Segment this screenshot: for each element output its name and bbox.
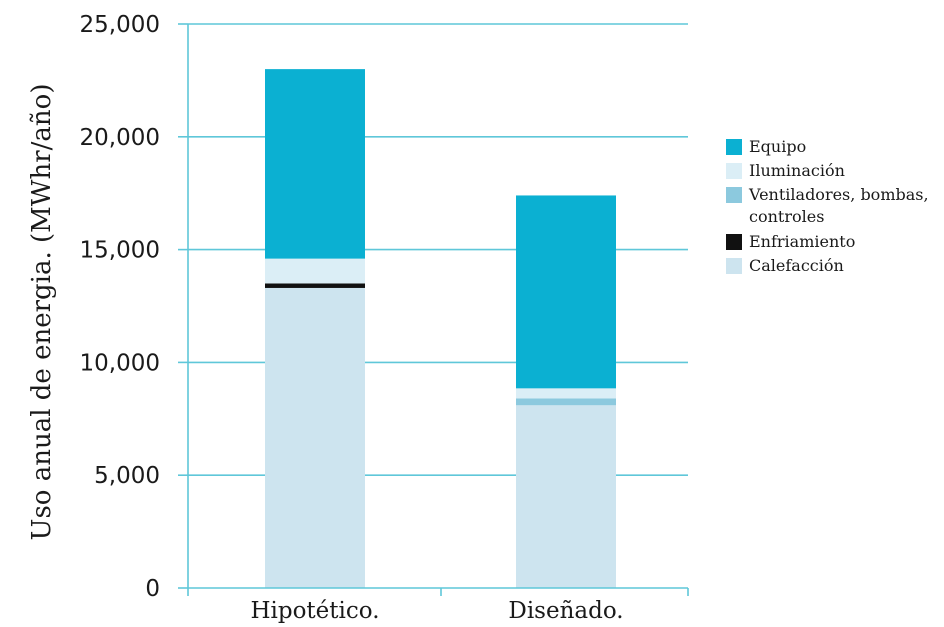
bar-segment-calefacción: [516, 405, 616, 588]
bars: [265, 69, 616, 588]
bar-segment-enfriamiento: [265, 283, 365, 288]
y-tick-label: 10,000: [80, 350, 160, 376]
legend-swatch: [726, 187, 742, 203]
y-tick-label: 15,000: [80, 238, 160, 264]
bar-segment-calefacción: [265, 287, 365, 588]
x-tick-labels: Hipotético. Diseñado.: [250, 598, 623, 624]
x-tick-label: Hipotético.: [250, 598, 379, 624]
y-axis-title: Uso anual de energia. (MWhr/año): [27, 84, 57, 541]
legend-label-continued: controles: [749, 207, 824, 226]
legend-label: Enfriamiento: [749, 232, 855, 251]
bar-segment-iluminación: [265, 258, 365, 284]
y-tick-labels: 0 5,000 10,000 15,000 20,000 25,000: [80, 12, 160, 602]
bar-segment-ventiladores-bombas-controles: [516, 398, 616, 406]
legend: Equipo Iluminación Ventiladores, bombas, co…: [726, 137, 929, 275]
legend-label: Calefacción: [749, 256, 844, 275]
bar-segment-equipo: [265, 69, 365, 259]
legend-swatch: [726, 139, 742, 155]
y-tick-label: 0: [145, 576, 160, 602]
bar-segment-equipo: [516, 195, 616, 389]
legend-swatch: [726, 163, 742, 179]
y-tick-label: 5,000: [94, 463, 160, 489]
legend-label: Ventiladores, bombas,: [748, 185, 929, 204]
legend-label: Equipo: [749, 137, 806, 156]
axes: [187, 24, 689, 596]
y-tick-label: 25,000: [80, 12, 160, 38]
y-tick-label: 20,000: [80, 125, 160, 151]
legend-label: Iluminación: [749, 161, 845, 180]
legend-swatch: [726, 258, 742, 274]
bar-segment-iluminación: [516, 388, 616, 399]
x-tick-label: Diseñado.: [508, 598, 623, 624]
legend-swatch: [726, 234, 742, 250]
